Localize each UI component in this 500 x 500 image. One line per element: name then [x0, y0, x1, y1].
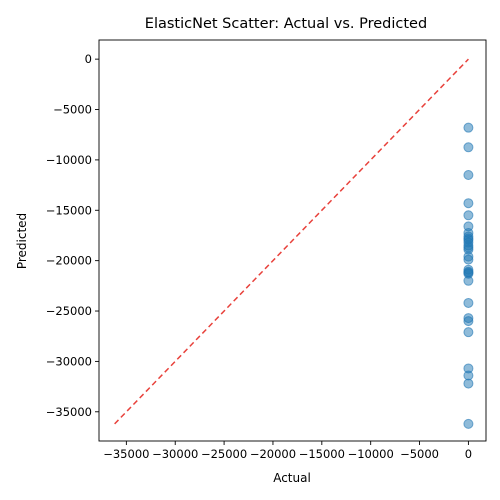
data-point	[463, 418, 474, 429]
chart-title: ElasticNet Scatter: Actual vs. Predicted	[145, 16, 427, 32]
x-tick-label: −15000	[299, 447, 345, 461]
x-tick-label: −35000	[103, 447, 149, 461]
y-axis-label: Predicted	[15, 213, 29, 269]
x-tick-label: −20000	[250, 447, 296, 461]
data-point	[463, 327, 474, 338]
data-point	[463, 266, 474, 277]
data-point	[463, 254, 474, 265]
plot-area: −35000 −30000 −25000 −20000 −15000 −10000 −500…	[46, 39, 487, 461]
data-point	[463, 316, 474, 327]
x-tick-label: −10000	[348, 447, 394, 461]
x-axis-label: Actual	[273, 471, 311, 485]
x-tick-label: 0	[465, 447, 472, 461]
x-tick-label: −30000	[152, 447, 198, 461]
y-tick-label: −10000	[46, 153, 92, 167]
y-tick-label: −20000	[46, 254, 92, 268]
y-tick-label: −35000	[46, 405, 92, 419]
data-point	[463, 210, 474, 221]
reference-line	[114, 58, 469, 425]
y-tick-label: 0	[85, 52, 92, 66]
x-tick-label: −25000	[201, 447, 247, 461]
y-tick-label: −5000	[53, 103, 92, 117]
data-point	[463, 297, 474, 308]
data-point	[463, 233, 474, 244]
y-tick-label: −25000	[46, 304, 92, 318]
data-point	[463, 198, 474, 209]
axes-frame	[98, 39, 487, 442]
y-tick-label: −30000	[46, 354, 92, 368]
data-point	[463, 142, 474, 153]
y-tick-label: −15000	[46, 203, 92, 217]
data-point	[463, 242, 474, 253]
data-point	[463, 275, 474, 286]
data-point	[463, 122, 474, 133]
x-tick-label: −5000	[400, 447, 439, 461]
data-point	[463, 170, 474, 181]
data-point	[463, 378, 474, 389]
